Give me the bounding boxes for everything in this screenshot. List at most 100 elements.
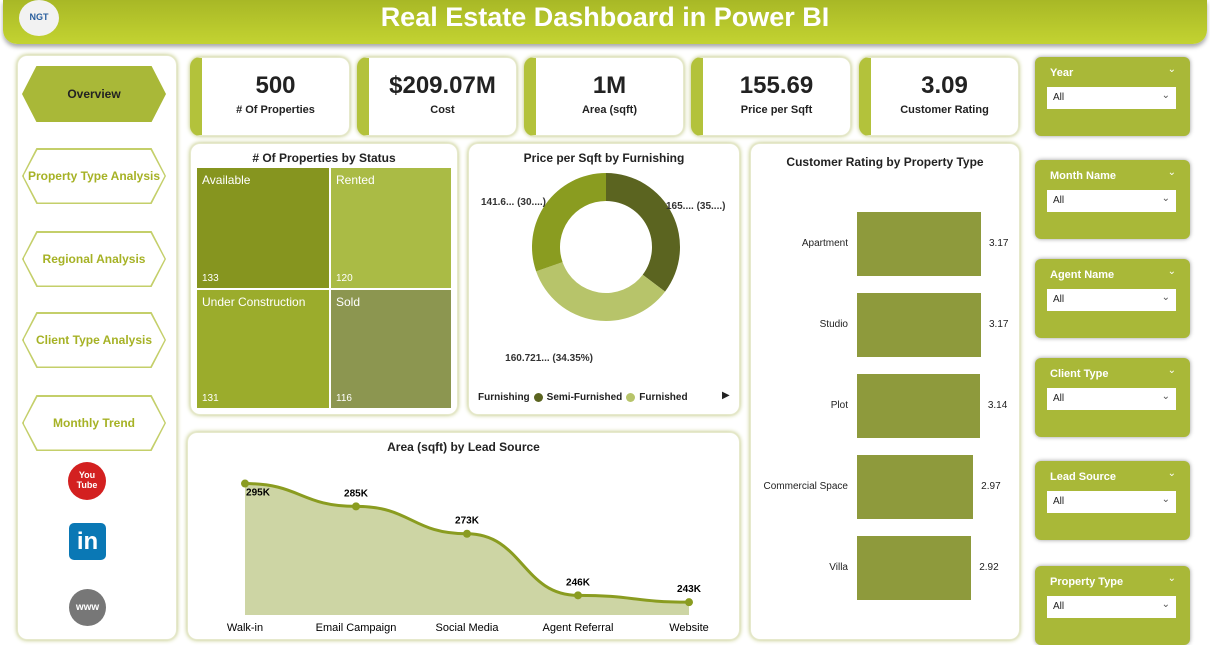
- area-data-label: 273K: [455, 516, 480, 527]
- bar-category-label: Studio: [819, 319, 848, 330]
- filter-dropdown[interactable]: All ⌄: [1047, 388, 1176, 410]
- bar[interactable]: [857, 374, 980, 438]
- filter-label: Lead Source: [1050, 471, 1117, 483]
- cell-label: Sold: [336, 295, 361, 309]
- cell-label: Rented: [336, 173, 375, 187]
- chevron-down-icon[interactable]: ⌄: [1167, 365, 1176, 376]
- kpi-value: 500: [255, 72, 296, 99]
- bar[interactable]: [857, 212, 981, 276]
- cell-value: 133: [202, 273, 219, 284]
- nav-overview[interactable]: Overview: [22, 66, 166, 122]
- nav-client-type-analysis[interactable]: Client Type Analysis: [22, 312, 166, 368]
- logo: NGT: [19, 0, 59, 36]
- x-axis-tick-label: Email Campaign: [316, 622, 397, 634]
- chevron-down-icon[interactable]: ⌄: [1167, 573, 1176, 584]
- x-axis-tick-label: Walk-in: [227, 622, 263, 634]
- bar-category-label: Commercial Space: [763, 481, 848, 492]
- area-data-label: 246K: [566, 577, 591, 588]
- filter-value: All: [1053, 92, 1065, 103]
- bar-value-label: 2.97: [981, 481, 1001, 492]
- kpi-label: # Of Properties: [236, 104, 315, 116]
- cell-value: 131: [202, 393, 219, 404]
- donut-chart: 165.... (35....) 160.721... (34.35%) 141.6…: [481, 173, 725, 364]
- chevron-down-icon: ⌄: [1161, 90, 1170, 101]
- nav-label: Monthly Trend: [53, 416, 135, 430]
- chevron-down-icon: ⌄: [1161, 599, 1170, 610]
- legend-dot-icon: [533, 393, 543, 402]
- nav-property-type-analysis[interactable]: Property Type Analysis: [22, 148, 166, 204]
- x-axis-tick-label: Website: [669, 622, 709, 634]
- kpi-label: Customer Rating: [900, 104, 989, 116]
- bar-value-label: 3.17: [989, 319, 1009, 330]
- chart-title: Customer Rating by Property Type: [786, 155, 984, 169]
- chevron-down-icon[interactable]: ⌄: [1167, 468, 1176, 479]
- legend-dot-icon: [626, 393, 636, 402]
- filter-value: All: [1053, 294, 1065, 305]
- data-point: [241, 479, 249, 488]
- x-axis-tick-label: Agent Referral: [543, 622, 614, 634]
- legend-item[interactable]: Semi-Furnished: [546, 392, 623, 403]
- nav-label: Property Type Analysis: [27, 169, 161, 183]
- bar-category-label: Plot: [830, 400, 848, 411]
- donut-data-label: 141.6... (30....): [481, 197, 546, 208]
- kpi-label: Price per Sqft: [740, 104, 813, 116]
- header-bar: [3, 0, 1207, 44]
- legend-next-arrow-icon[interactable]: ▶: [722, 390, 730, 401]
- bar[interactable]: [857, 536, 972, 600]
- kpi-properties: 500 # Of Properties: [190, 57, 350, 136]
- chart-title: # Of Properties by Status: [252, 151, 396, 165]
- cell-label: Under Construction: [202, 295, 306, 309]
- area-panel: Area (sqft) by Lead Source 295K Walk-in 28…: [187, 432, 740, 640]
- treemap-cell-rented[interactable]: Rented 120: [331, 168, 451, 288]
- bar-value-label: 2.92: [979, 562, 999, 573]
- bar-value-label: 3.14: [987, 400, 1008, 411]
- area-chart: 295K Walk-in 285K Email Campaign 273K Social …: [227, 479, 709, 634]
- filter-dropdown[interactable]: All ⌄: [1047, 289, 1176, 311]
- kpi-label: Area (sqft): [581, 104, 637, 116]
- area-data-label: 243K: [677, 584, 702, 595]
- data-point: [463, 529, 471, 538]
- chart-title: Area (sqft) by Lead Source: [387, 440, 540, 454]
- filter-lead-source: Lead Source ⌄ All ⌄: [1035, 461, 1190, 540]
- filter-label: Agent Name: [1050, 269, 1115, 281]
- chevron-down-icon[interactable]: ⌄: [1167, 64, 1176, 75]
- bar-value-label: 3.17: [989, 238, 1009, 249]
- donut-slice: [606, 173, 680, 292]
- filter-dropdown[interactable]: All ⌄: [1047, 87, 1176, 109]
- treemap-cell-sold[interactable]: Sold 116: [331, 290, 451, 408]
- filter-value: All: [1053, 496, 1065, 507]
- kpi-value: 3.09: [921, 72, 968, 99]
- bar-category-label: Apartment: [801, 238, 848, 249]
- treemap-cell-available[interactable]: Available 133: [197, 168, 329, 288]
- filter-label: Client Type: [1050, 368, 1109, 380]
- filter-dropdown[interactable]: All ⌄: [1047, 596, 1176, 618]
- filter-value: All: [1053, 601, 1065, 612]
- chevron-down-icon: ⌄: [1161, 193, 1170, 204]
- filter-dropdown[interactable]: All ⌄: [1047, 190, 1176, 212]
- chevron-down-icon: ⌄: [1161, 391, 1170, 402]
- nav-label: Client Type Analysis: [35, 333, 153, 347]
- legend-item[interactable]: Furnished: [639, 392, 688, 403]
- chevron-down-icon: ⌄: [1161, 292, 1170, 303]
- linkedin-icon[interactable]: in: [69, 523, 106, 560]
- chevron-down-icon[interactable]: ⌄: [1167, 167, 1176, 178]
- cell-label: Available: [202, 173, 251, 187]
- filter-dropdown[interactable]: All ⌄: [1047, 491, 1176, 513]
- treemap-cell-under-construction[interactable]: Under Construction 131: [197, 290, 329, 408]
- youtube-icon[interactable]: You Tube: [68, 462, 106, 500]
- treemap-panel: # Of Properties by Status Available 133 R…: [190, 143, 458, 415]
- nav-regional-analysis[interactable]: Regional Analysis: [22, 231, 166, 287]
- nav-monthly-trend[interactable]: Monthly Trend: [22, 395, 166, 451]
- filter-client-type: Client Type ⌄ All ⌄: [1035, 358, 1190, 437]
- chart-title: Price per Sqft by Furnishing: [523, 151, 685, 165]
- bar[interactable]: [857, 293, 981, 357]
- chevron-down-icon[interactable]: ⌄: [1167, 266, 1176, 277]
- nav-label: Regional Analysis: [42, 252, 146, 266]
- kpi-label: Cost: [430, 104, 455, 116]
- donut-legend: Furnishing Semi-Furnished Furnished: [478, 392, 688, 403]
- legend-title: Furnishing: [478, 392, 530, 403]
- globe-icon[interactable]: www: [69, 589, 106, 626]
- donut-data-label: 160.721... (34.35%): [505, 353, 593, 364]
- kpi-value: $209.07M: [389, 72, 496, 99]
- bar[interactable]: [857, 455, 974, 519]
